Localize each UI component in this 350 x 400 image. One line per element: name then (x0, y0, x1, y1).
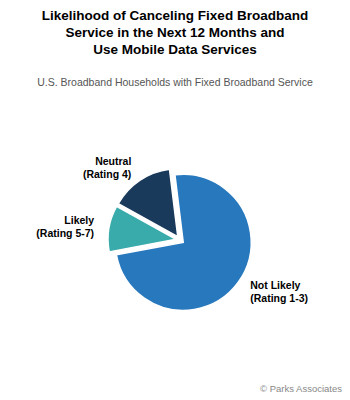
title: Likelihood of Canceling Fixed BroadbandS… (42, 8, 308, 57)
slice-label: Likely(Rating 5-7) (36, 214, 94, 239)
chart-container: Likelihood of Canceling Fixed BroadbandS… (0, 0, 350, 400)
subtitle: U.S. Broadband Households with Fixed Bro… (37, 76, 313, 88)
slice-labels: Not Likely(Rating 1-3) Likely(Rating 5-7)… (36, 155, 308, 304)
chart: Likelihood of Canceling Fixed BroadbandS… (0, 0, 350, 400)
slice-label: Neutral(Rating 4) (83, 155, 131, 180)
pie (108, 169, 251, 310)
slice-label: Not Likely(Rating 1-3) (250, 279, 308, 304)
annotation: © Parks Associates (260, 383, 342, 394)
